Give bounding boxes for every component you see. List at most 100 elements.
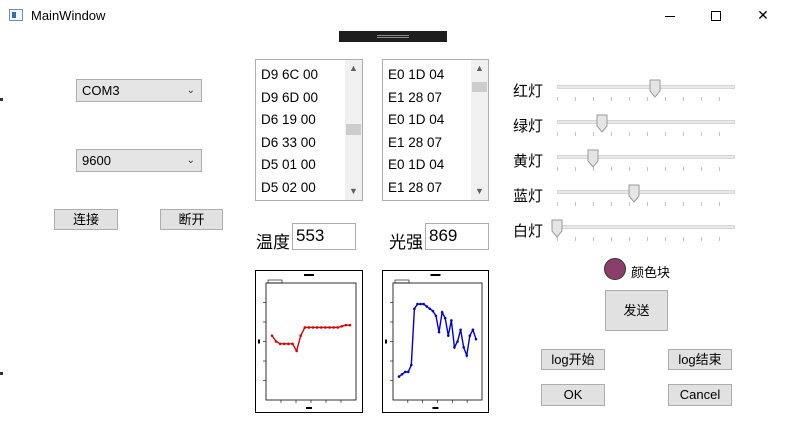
- list-item[interactable]: E1 28 07: [388, 179, 443, 195]
- slider-thumb[interactable]: [628, 184, 640, 203]
- scroll-down-icon[interactable]: ▼: [349, 186, 358, 196]
- series-line: [271, 324, 350, 353]
- list-item[interactable]: E1 28 07: [388, 134, 443, 150]
- sent-data-items: D9 6C 00 D9 6D 00 D6 19 00 D6 33 00 D5 01 00…: [261, 64, 318, 200]
- list-item[interactable]: D6 19 00: [261, 112, 316, 128]
- data-point: [274, 340, 278, 343]
- light-slider-label: 蓝灯: [513, 188, 544, 205]
- data-point: [295, 349, 298, 353]
- data-point: [403, 370, 407, 374]
- data-point: [319, 326, 323, 329]
- slider-ticks: [557, 202, 735, 206]
- drag-grip[interactable]: [339, 31, 447, 42]
- scroll-thumb[interactable]: [472, 82, 487, 92]
- slider-track[interactable]: [557, 120, 735, 124]
- scroll-up-icon[interactable]: ▲: [349, 63, 358, 73]
- data-point: [287, 342, 290, 346]
- data-point: [291, 342, 294, 346]
- slider-track[interactable]: [557, 155, 735, 159]
- slider-thumb[interactable]: [587, 149, 599, 168]
- data-point: [471, 328, 475, 332]
- slider-ticks: [557, 97, 735, 101]
- maximize-icon: [711, 11, 721, 22]
- chevron-down-icon: ⌄: [186, 155, 195, 166]
- slider-track[interactable]: [557, 85, 735, 89]
- port-select[interactable]: COM3 ⌄: [76, 79, 202, 102]
- data-point: [456, 340, 459, 343]
- sent-data-list[interactable]: D9 6C 00 D9 6D 00 D6 19 00 D6 33 00 D5 01 00…: [255, 59, 363, 201]
- list-item[interactable]: E0 1D 04: [388, 157, 445, 173]
- list-item[interactable]: E0 1D 04: [388, 112, 445, 128]
- data-point: [400, 372, 404, 376]
- light-slider[interactable]: [552, 79, 738, 101]
- ok-button[interactable]: OK: [541, 384, 605, 406]
- list-item[interactable]: D5 01 00: [261, 157, 316, 173]
- data-point: [348, 323, 352, 327]
- list-item[interactable]: D9 6C 00: [261, 67, 319, 82]
- baud-select[interactable]: 9600 ⌄: [76, 149, 202, 172]
- list-item[interactable]: E0 1D 04: [388, 67, 445, 82]
- slider-thumb[interactable]: [649, 79, 661, 98]
- series-line: [398, 303, 477, 378]
- data-point: [419, 302, 422, 306]
- data-point: [453, 346, 456, 349]
- temperature-chart: [255, 270, 363, 413]
- light-label: 光强: [389, 233, 423, 252]
- data-point: [459, 328, 462, 332]
- slider-track[interactable]: [557, 190, 735, 194]
- maximize-button[interactable]: [693, 0, 739, 31]
- light-slider[interactable]: [552, 149, 738, 171]
- light-slider[interactable]: [552, 114, 738, 136]
- data-point: [462, 346, 465, 349]
- log-end-button[interactable]: log结束: [668, 349, 732, 370]
- scroll-down-icon[interactable]: ▼: [475, 186, 484, 196]
- received-data-list[interactable]: E0 1D 04 E1 28 07 E0 1D 04 E1 28 07 E0 1D 04…: [382, 59, 489, 201]
- slider-ticks: [557, 167, 735, 171]
- data-point: [344, 323, 348, 327]
- light-field[interactable]: 869: [425, 223, 489, 250]
- list-item[interactable]: D5 02 00: [261, 179, 316, 195]
- disconnect-button[interactable]: 断开: [160, 209, 223, 230]
- received-data-items: E0 1D 04 E1 28 07 E0 1D 04 E1 28 07 E0 1D 04…: [388, 64, 444, 200]
- data-point: [446, 334, 450, 337]
- data-point: [406, 370, 410, 374]
- data-point: [328, 326, 331, 329]
- minimize-button[interactable]: [647, 0, 693, 31]
- list-item[interactable]: D6 33 00: [261, 134, 316, 150]
- light-slider-label: 绿灯: [513, 118, 544, 135]
- chart-side-mark: [385, 339, 387, 344]
- light-slider[interactable]: [551, 219, 738, 241]
- connect-button[interactable]: 连接: [54, 209, 118, 230]
- log-start-button[interactable]: log开始: [541, 349, 605, 370]
- temperature-field[interactable]: 553: [292, 223, 356, 250]
- close-button[interactable]: ✕: [740, 0, 786, 31]
- data-point: [450, 319, 453, 322]
- color-block-swatch: [604, 258, 626, 280]
- close-icon: ✕: [757, 7, 769, 23]
- title-bar: MainWindow ✕: [0, 0, 786, 31]
- edge-mark: [0, 372, 3, 375]
- slider-thumb[interactable]: [551, 219, 563, 238]
- light-slider[interactable]: [552, 184, 738, 206]
- data-point: [413, 307, 416, 311]
- edge-mark: [0, 98, 3, 101]
- light-chart: [382, 270, 489, 413]
- list-item[interactable]: E1 28 07: [388, 89, 443, 105]
- chart-bottom-mark: [306, 407, 312, 409]
- temperature-label: 温度: [256, 233, 290, 252]
- scroll-thumb[interactable]: [346, 124, 361, 135]
- list-scrollbar[interactable]: ▲ ▼: [471, 60, 488, 200]
- send-button[interactable]: 发送: [605, 290, 668, 331]
- data-point: [428, 307, 432, 311]
- slider-thumb[interactable]: [596, 114, 608, 133]
- data-point: [410, 363, 413, 367]
- data-point: [299, 334, 303, 337]
- window-title: MainWindow: [31, 8, 106, 23]
- list-item[interactable]: D9 6D 00: [261, 89, 319, 105]
- slider-track[interactable]: [557, 225, 735, 229]
- scroll-up-icon[interactable]: ▲: [475, 63, 484, 73]
- cancel-button[interactable]: Cancel: [668, 384, 732, 406]
- data-point: [416, 302, 419, 306]
- light-slider-label: 白灯: [513, 223, 544, 240]
- list-scrollbar[interactable]: ▲ ▼: [345, 60, 362, 200]
